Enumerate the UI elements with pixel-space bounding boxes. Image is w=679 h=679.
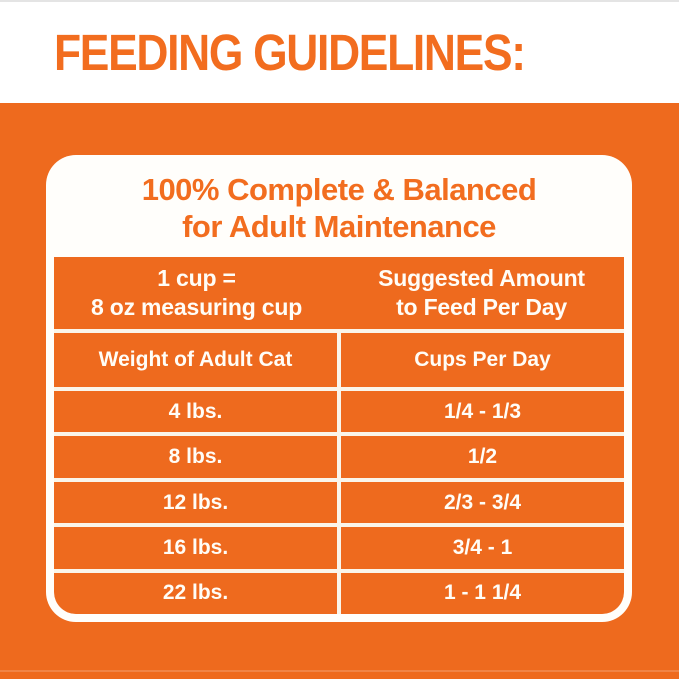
column-header-weight: Weight of Adult Cat bbox=[54, 333, 337, 387]
suggested-amount-line1: Suggested Amount bbox=[378, 265, 585, 291]
cups-value: 1 - 1 1/4 bbox=[341, 572, 624, 614]
package-crease-line bbox=[0, 670, 679, 672]
header-banner: FEEDING GUIDELINES: bbox=[0, 2, 679, 103]
guidelines-card: 100% Complete & Balanced for Adult Maint… bbox=[46, 155, 632, 622]
cup-measure-line1: 1 cup = bbox=[157, 265, 236, 291]
cups-value: 1/2 bbox=[341, 436, 624, 478]
weight-value: 12 lbs. bbox=[54, 481, 337, 524]
card-heading-line1: 100% Complete & Balanced bbox=[141, 172, 537, 207]
weight-value: 16 lbs. bbox=[54, 527, 337, 569]
suggested-amount-info: Suggested Amount to Feed Per Day bbox=[339, 257, 624, 329]
card-heading-line2: for Adult Maintenance bbox=[182, 209, 496, 244]
page-title: FEEDING GUIDELINES: bbox=[54, 24, 526, 81]
cups-value: 3/4 - 1 bbox=[341, 527, 624, 569]
cups-value: 2/3 - 3/4 bbox=[341, 481, 624, 524]
table-row: 4 lbs. 1/4 - 1/3 bbox=[54, 391, 624, 433]
table-column-header-row: Weight of Adult Cat Cups Per Day bbox=[54, 333, 624, 387]
table-row: 22 lbs. 1 - 1 1/4 bbox=[54, 572, 624, 614]
suggested-amount-line2: to Feed Per Day bbox=[396, 294, 567, 320]
cup-measure-info: 1 cup = 8 oz measuring cup bbox=[54, 257, 339, 329]
cup-measure-line2: 8 oz measuring cup bbox=[90, 294, 303, 320]
table-row: 12 lbs. 2/3 - 3/4 bbox=[54, 481, 624, 524]
weight-value: 8 lbs. bbox=[54, 436, 337, 478]
table-row: 8 lbs. 1/2 bbox=[54, 436, 624, 478]
cups-value: 1/4 - 1/3 bbox=[341, 391, 624, 433]
table-info-header-row: 1 cup = 8 oz measuring cup Suggested Amo… bbox=[54, 257, 624, 329]
feeding-table: 1 cup = 8 oz measuring cup Suggested Amo… bbox=[54, 257, 624, 614]
table-row: 16 lbs. 3/4 - 1 bbox=[54, 527, 624, 569]
weight-value: 4 lbs. bbox=[54, 391, 337, 433]
card-heading: 100% Complete & Balanced for Adult Maint… bbox=[46, 155, 632, 245]
top-edge-hairline bbox=[0, 0, 679, 2]
column-header-cups: Cups Per Day bbox=[341, 333, 624, 387]
weight-value: 22 lbs. bbox=[54, 572, 337, 614]
